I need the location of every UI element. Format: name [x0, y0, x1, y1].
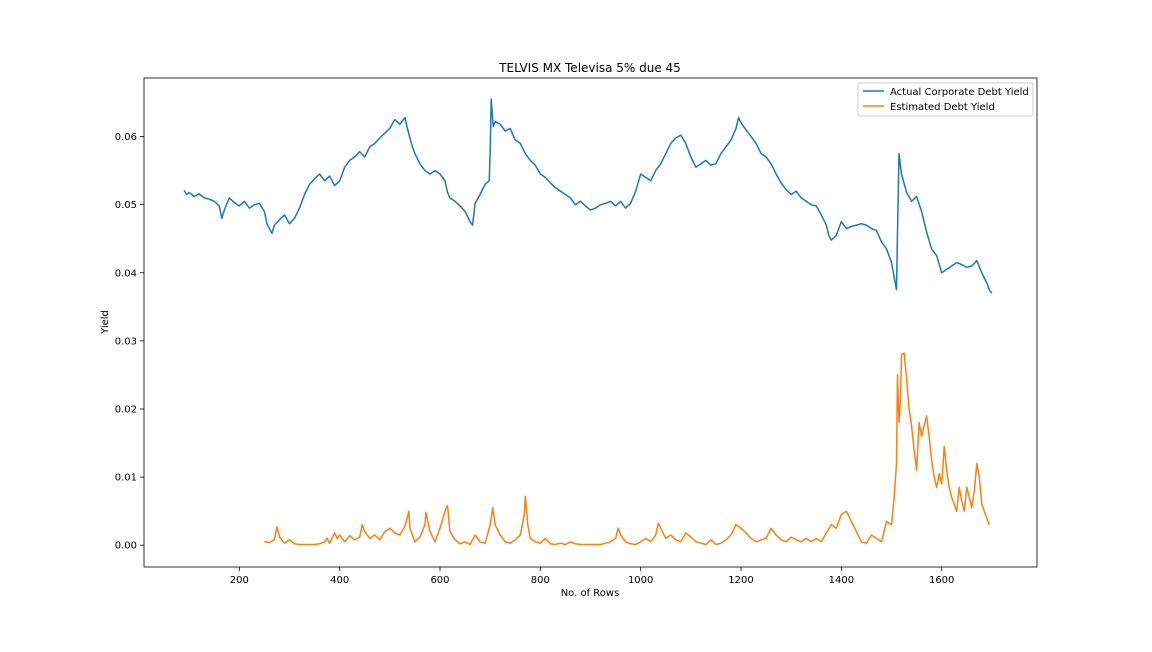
y-axis-title: Yield: [100, 310, 111, 335]
x-tick-label: 1400: [829, 575, 854, 586]
plot-frame: [143, 77, 1038, 568]
x-axis: 200 400 600 800 1000 1200 1400 1600: [230, 567, 954, 586]
y-tick-label: 0.04: [115, 268, 137, 279]
legend-label-actual: Actual Corporate Debt Yield: [890, 87, 1029, 98]
y-tick-label: 0.06: [115, 132, 137, 143]
legend: Actual Corporate Debt Yield Estimated De…: [857, 82, 1034, 117]
series-line-actual: [183, 98, 993, 294]
x-tick-label: 1200: [728, 575, 753, 586]
y-tick-label: 0.03: [115, 336, 137, 347]
legend-box: [857, 82, 1034, 117]
x-tick-label: 200: [230, 575, 249, 586]
legend-label-estimated: Estimated Debt Yield: [890, 102, 995, 113]
x-tick-label: 400: [330, 575, 349, 586]
series-layer: [183, 98, 993, 546]
series-line-estimated: [264, 352, 991, 546]
chart-title: TELVIS MX Televisa 5% due 45: [498, 61, 681, 75]
y-tick-label: 0.02: [115, 404, 137, 415]
x-axis-title: No. of Rows: [561, 588, 620, 599]
y-tick-label: 0.05: [115, 200, 137, 211]
x-tick-label: 1000: [628, 575, 653, 586]
y-tick-label: 0.00: [115, 541, 137, 552]
y-tick-label: 0.01: [115, 473, 137, 484]
x-tick-label: 600: [430, 575, 449, 586]
x-tick-label: 1600: [929, 575, 954, 586]
x-tick-label: 800: [531, 575, 550, 586]
y-axis: 0.00 0.01 0.02 0.03 0.04 0.05 0.06: [115, 132, 144, 552]
